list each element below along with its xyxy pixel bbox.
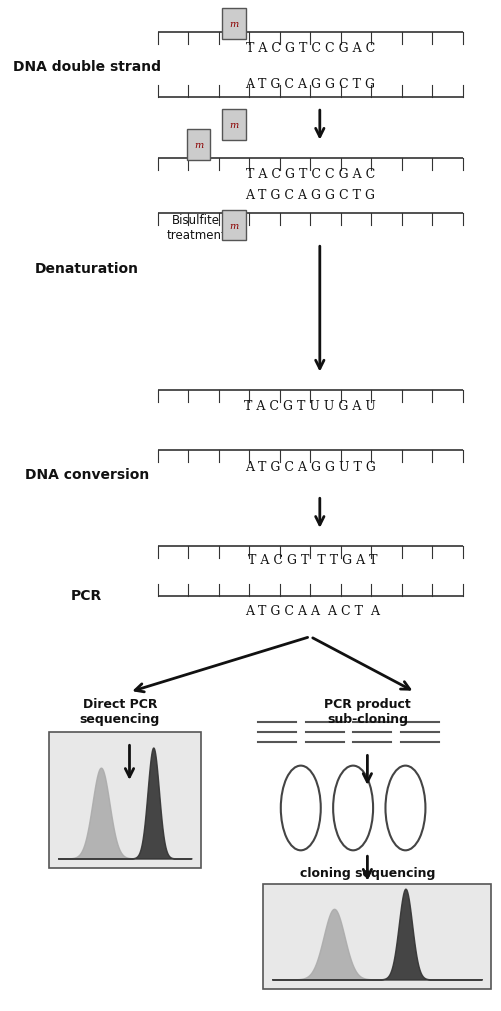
Text: m: m xyxy=(193,142,203,150)
Text: cloning sequencing: cloning sequencing xyxy=(299,867,434,880)
Text: Direct PCR
sequencing: Direct PCR sequencing xyxy=(80,699,160,726)
Text: A T G C A G G C T G: A T G C A G G C T G xyxy=(245,189,375,202)
Text: DNA conversion: DNA conversion xyxy=(25,468,148,482)
Text: T A C G T C C G A C: T A C G T C C G A C xyxy=(245,168,374,181)
Bar xyxy=(49,732,200,868)
Text: m: m xyxy=(229,20,238,29)
Text: m: m xyxy=(229,121,238,129)
Text: Denaturation: Denaturation xyxy=(35,262,138,276)
Bar xyxy=(186,129,210,160)
Text: A T G C A A  A C T  A: A T G C A A A C T A xyxy=(244,605,379,618)
Bar xyxy=(222,109,245,140)
Text: T A C G T  T T G A T: T A C G T T T G A T xyxy=(247,554,377,567)
Bar xyxy=(222,8,245,38)
Bar xyxy=(262,884,490,990)
Text: T A C G T U U G A U: T A C G T U U G A U xyxy=(244,400,375,413)
Text: DNA double strand: DNA double strand xyxy=(13,60,160,74)
Text: PCR product
sub-cloning: PCR product sub-cloning xyxy=(323,699,410,726)
Text: m: m xyxy=(229,221,238,231)
Text: PCR: PCR xyxy=(71,589,102,604)
Text: T A C G T C C G A C: T A C G T C C G A C xyxy=(245,42,374,56)
Text: Bisulfite
treatment: Bisulfite treatment xyxy=(166,214,225,243)
Bar xyxy=(222,210,245,241)
Text: A T G C A G G U T G: A T G C A G G U T G xyxy=(244,461,375,474)
Text: A T G C A G G C T G: A T G C A G G C T G xyxy=(245,78,375,91)
